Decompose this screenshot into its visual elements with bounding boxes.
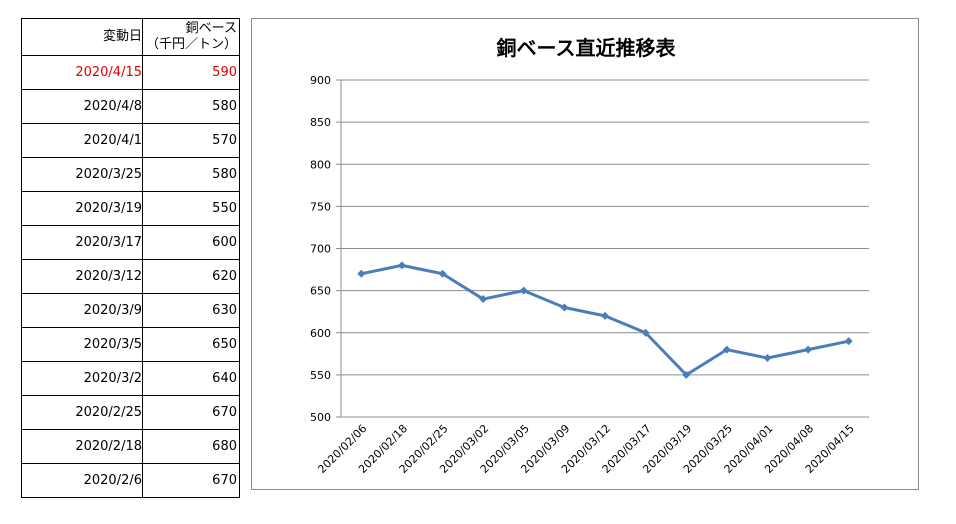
row-value: 570 — [142, 123, 240, 158]
row-value: 590 — [142, 55, 240, 90]
table-header-row: 変動日 銅ベース （千円／トン） — [21, 18, 240, 56]
data-point — [357, 269, 366, 278]
header-date: 変動日 — [21, 18, 143, 56]
row-value: 670 — [142, 463, 240, 498]
row-date: 2020/3/19 — [21, 191, 143, 226]
row-date: 2020/3/25 — [21, 157, 143, 192]
table-body: 2020/4/15 590 2020/4/8 580 2020/4/1 570 2020/3… — [21, 55, 240, 498]
data-point — [397, 261, 406, 270]
row-date: 2020/2/18 — [21, 429, 143, 464]
price-table: 変動日 銅ベース （千円／トン） 2020/4/15 590 2020/4/8 580… — [21, 18, 240, 498]
chart-frame: 銅ベース直近推移表 500 550 600 650 700 750 800 850 900 20… — [251, 18, 919, 490]
data-point — [722, 345, 731, 354]
y-tick-label: 850 — [310, 116, 331, 129]
data-point — [763, 354, 772, 363]
table-row: 2020/3/2 640 — [21, 361, 240, 396]
row-date: 2020/3/12 — [21, 259, 143, 294]
gridlines — [341, 79, 869, 418]
row-date: 2020/3/9 — [21, 293, 143, 328]
data-point — [601, 311, 609, 320]
y-tick-label: 750 — [310, 200, 331, 213]
row-value: 600 — [142, 225, 240, 260]
row-date: 2020/3/2 — [21, 361, 143, 396]
row-date: 2020/2/25 — [21, 395, 143, 430]
data-point — [682, 370, 691, 379]
table-row: 2020/2/6 670 — [21, 463, 240, 498]
table-row: 2020/3/5 650 — [21, 327, 240, 362]
table-row: 2020/2/18 680 — [21, 429, 240, 464]
table-row: 2020/2/25 670 — [21, 395, 240, 430]
row-date: 2020/2/6 — [21, 463, 143, 498]
row-date: 2020/4/15 — [21, 55, 143, 90]
header-price-line2: （千円／トン） — [145, 37, 237, 52]
line-chart: 銅ベース直近推移表 500 550 600 650 700 750 800 850 900 20… — [310, 36, 869, 476]
row-value: 580 — [142, 89, 240, 124]
y-tick-label: 900 — [310, 74, 331, 87]
row-value: 640 — [142, 361, 240, 396]
data-point — [519, 286, 528, 295]
data-point — [641, 328, 650, 337]
row-value: 650 — [142, 327, 240, 362]
row-value: 670 — [142, 395, 240, 430]
row-value: 630 — [142, 293, 240, 328]
row-value: 680 — [142, 429, 240, 464]
y-tick-label: 800 — [310, 158, 331, 171]
data-point — [438, 269, 447, 278]
row-date: 2020/4/8 — [21, 89, 143, 124]
table-row: 2020/3/25 580 — [21, 157, 240, 192]
y-tick-label: 650 — [310, 285, 331, 298]
data-point — [804, 345, 813, 354]
chart-title: 銅ベース直近推移表 — [497, 36, 677, 60]
x-axis: 2020/02/062020/02/182020/02/252020/03/02… — [315, 416, 869, 476]
table-row: 2020/3/17 600 — [21, 225, 240, 260]
y-tick-label: 500 — [310, 411, 331, 424]
y-tick-label: 600 — [310, 327, 331, 340]
y-tick-label: 700 — [310, 243, 331, 256]
header-price: 銅ベース （千円／トン） — [142, 18, 240, 56]
row-value: 550 — [142, 191, 240, 226]
data-point — [844, 337, 853, 346]
data-point — [560, 303, 569, 312]
row-value: 580 — [142, 157, 240, 192]
series-path — [361, 263, 849, 377]
row-date: 2020/3/17 — [21, 225, 143, 260]
table-row: 2020/3/9 630 — [21, 293, 240, 328]
table-row: 2020/4/15 590 — [21, 55, 240, 90]
table-row: 2020/4/1 570 — [21, 123, 240, 158]
header-price-line1: 銅ベース — [185, 21, 237, 36]
data-point — [479, 295, 488, 304]
table-row: 2020/3/19 550 — [21, 191, 240, 226]
y-axis: 500 550 600 650 700 750 800 850 900 — [310, 74, 342, 424]
table-row: 2020/4/8 580 — [21, 89, 240, 124]
row-date: 2020/4/1 — [21, 123, 143, 158]
row-date: 2020/3/5 — [21, 327, 143, 362]
table-row: 2020/3/12 620 — [21, 259, 240, 294]
series-line — [357, 261, 853, 379]
row-value: 620 — [142, 259, 240, 294]
y-tick-label: 550 — [310, 369, 331, 382]
